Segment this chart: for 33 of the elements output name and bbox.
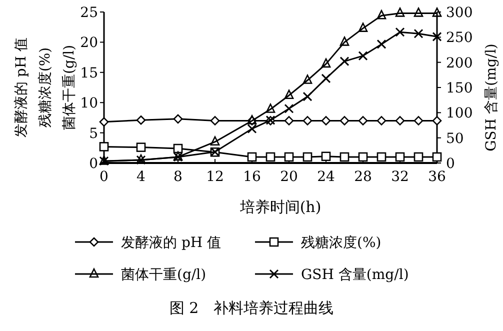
x-tick-label: 4 bbox=[136, 169, 146, 185]
legend-label: 残糖浓度(%) bbox=[301, 235, 382, 251]
y2-axis-title: GSH 含量(mg/l) bbox=[484, 44, 500, 152]
y-tick-label: 25 bbox=[80, 5, 98, 21]
y2-tick-label: 300 bbox=[446, 5, 473, 21]
x-tick-label: 12 bbox=[206, 169, 224, 185]
x-tick-label: 24 bbox=[317, 169, 335, 185]
y2-tick-label: 0 bbox=[446, 156, 455, 172]
x-tick-label: 0 bbox=[100, 169, 108, 185]
legend-label: 发酵液的 pH 值 bbox=[121, 235, 222, 251]
y-tick-label: 15 bbox=[80, 65, 98, 82]
text: 菌体干重(g/l) bbox=[62, 44, 78, 130]
x-tick-label: 16 bbox=[243, 169, 261, 185]
y2-tick-label: 100 bbox=[446, 106, 473, 122]
legend-label: 菌体干重(g/l) bbox=[121, 267, 206, 283]
x-tick-label: 20 bbox=[280, 169, 298, 185]
y2-tick-label: 50 bbox=[446, 130, 464, 147]
x-axis-title: 培养时间(h) bbox=[238, 198, 322, 216]
x-tick-label: 36 bbox=[428, 169, 446, 185]
x-tick-label: 8 bbox=[174, 169, 182, 185]
y2-tick-label: 250 bbox=[446, 30, 473, 46]
text: 发酵液的 pH 值 bbox=[14, 37, 30, 138]
y-tick-label: 5 bbox=[89, 126, 98, 142]
y-tick-label: 20 bbox=[80, 35, 98, 52]
text: 残糖浓度(%) bbox=[38, 47, 54, 128]
y-tick-label: 0 bbox=[89, 156, 98, 172]
legend-label: GSH 含量(mg/l) bbox=[301, 267, 409, 283]
y-tick-label: 10 bbox=[80, 96, 98, 112]
x-tick-label: 32 bbox=[391, 169, 409, 185]
text: 图 2 补料培养过程曲线 bbox=[169, 299, 334, 317]
y2-tick-label: 200 bbox=[446, 55, 473, 72]
x-tick-label: 28 bbox=[354, 169, 372, 185]
y2-tick-label: 150 bbox=[446, 80, 473, 96]
